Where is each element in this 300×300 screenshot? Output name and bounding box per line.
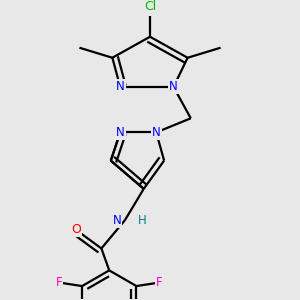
Text: O: O bbox=[71, 223, 81, 236]
Text: N: N bbox=[116, 126, 124, 139]
Text: F: F bbox=[56, 276, 62, 290]
Text: H: H bbox=[138, 214, 146, 227]
Text: F: F bbox=[156, 276, 163, 290]
Text: N: N bbox=[116, 80, 124, 93]
Text: N: N bbox=[169, 80, 178, 93]
Text: N: N bbox=[152, 126, 161, 139]
Text: N: N bbox=[113, 214, 122, 227]
Text: Cl: Cl bbox=[144, 0, 156, 13]
